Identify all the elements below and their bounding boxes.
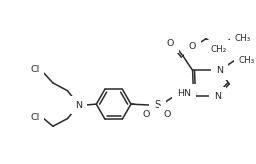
Text: CH₃: CH₃ <box>239 56 255 65</box>
Text: O: O <box>143 110 150 119</box>
Text: Cl: Cl <box>30 113 39 122</box>
Text: O: O <box>189 42 196 51</box>
Text: O: O <box>164 110 171 119</box>
Text: CH₃: CH₃ <box>234 34 250 43</box>
Text: N: N <box>76 101 82 110</box>
Text: N: N <box>214 92 221 101</box>
Text: N: N <box>216 66 223 75</box>
Text: S: S <box>154 100 161 110</box>
Text: Cl: Cl <box>30 65 39 74</box>
Text: O: O <box>167 39 174 48</box>
Text: CH₂: CH₂ <box>210 45 227 54</box>
Text: HN: HN <box>177 89 191 98</box>
